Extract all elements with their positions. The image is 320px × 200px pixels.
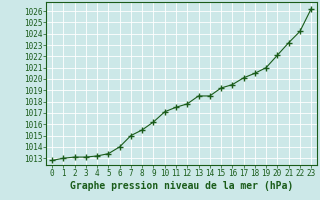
X-axis label: Graphe pression niveau de la mer (hPa): Graphe pression niveau de la mer (hPa) [70, 181, 293, 191]
